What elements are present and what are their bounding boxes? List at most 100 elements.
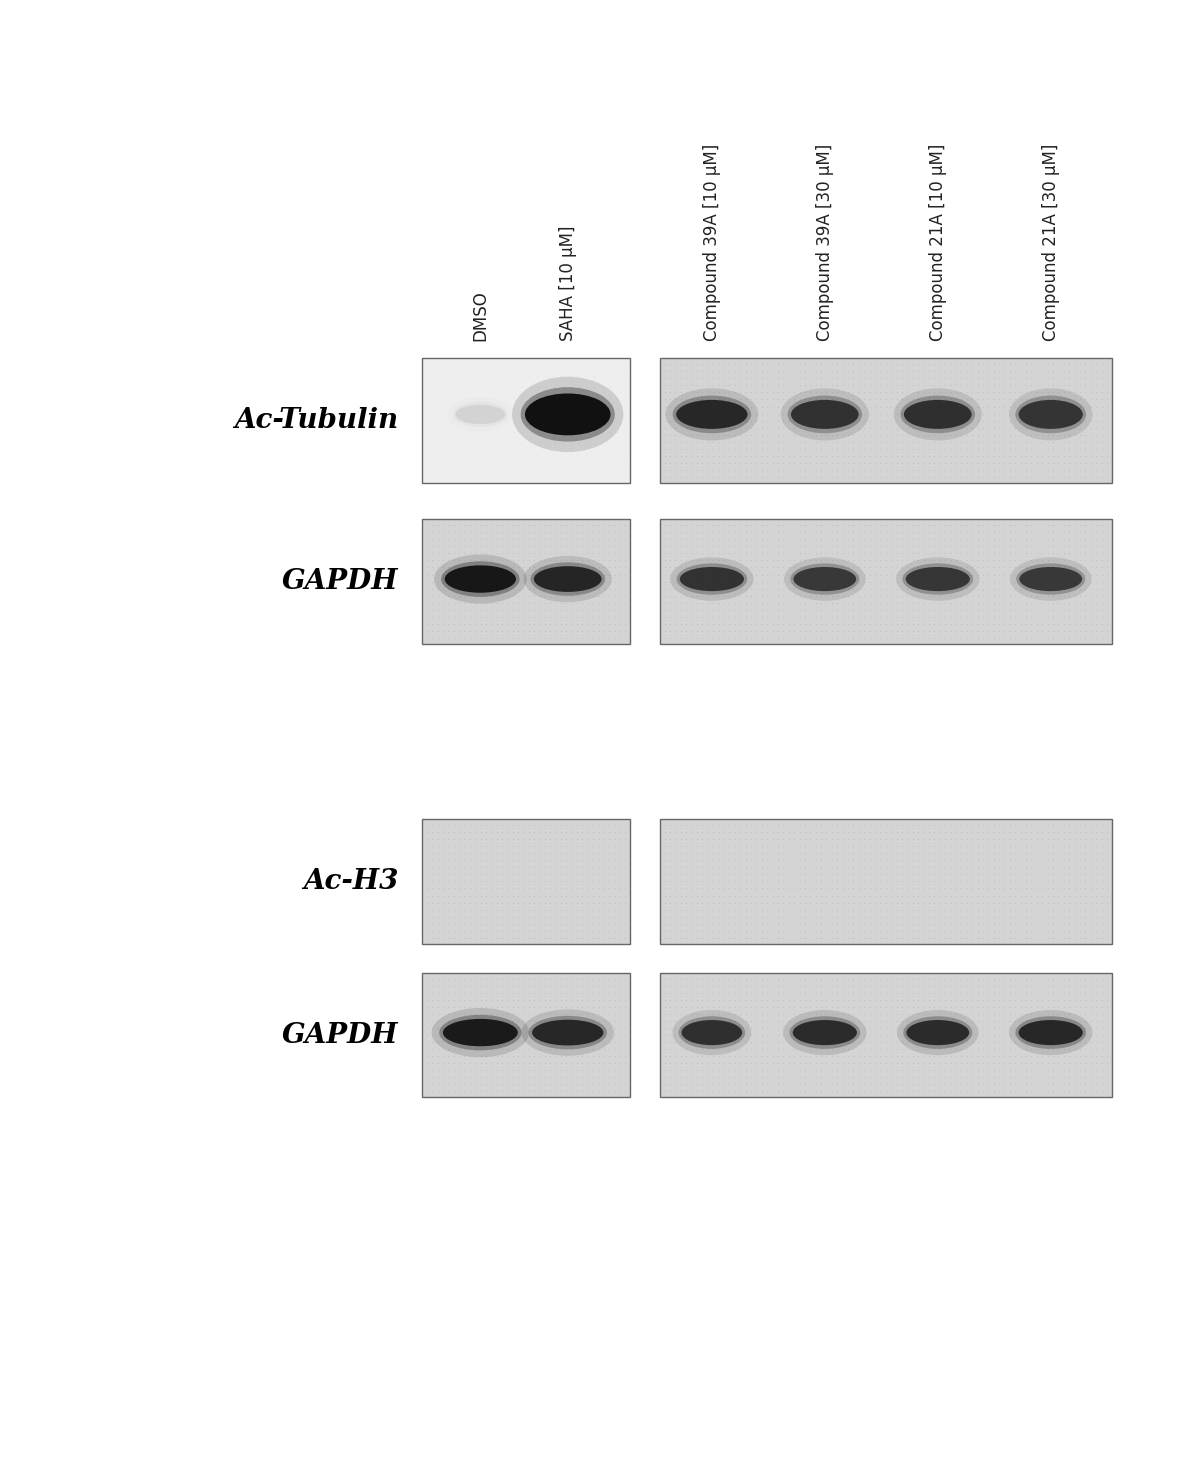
Point (589, 598, 608, 622)
Point (1044, 898, 1063, 922)
Point (677, 534, 696, 557)
Point (423, 1052, 442, 1075)
Point (757, 549, 776, 572)
Point (812, 556, 831, 579)
Point (1027, 569, 1046, 593)
Point (860, 813, 879, 837)
Point (930, 437, 949, 461)
Point (1033, 821, 1052, 844)
Point (768, 821, 787, 844)
Point (584, 1080, 603, 1103)
Point (995, 619, 1014, 642)
Point (940, 619, 960, 642)
Point (556, 528, 575, 552)
Point (876, 360, 895, 383)
Point (1033, 988, 1052, 1011)
Point (1059, 373, 1078, 396)
Point (1065, 1072, 1084, 1096)
Point (925, 619, 944, 642)
Point (823, 402, 842, 426)
Point (763, 598, 782, 622)
Point (655, 849, 674, 872)
Point (1011, 367, 1030, 391)
Point (439, 1009, 458, 1033)
Point (535, 876, 554, 900)
Point (487, 626, 507, 650)
Point (417, 841, 436, 865)
Point (524, 563, 543, 587)
Point (605, 926, 624, 949)
Point (946, 430, 965, 454)
Point (844, 367, 863, 391)
Point (666, 919, 685, 942)
Point (768, 626, 787, 650)
Point (661, 995, 680, 1018)
Point (789, 380, 809, 404)
Point (860, 373, 879, 396)
Point (449, 584, 468, 607)
Point (509, 974, 528, 998)
Point (849, 982, 868, 1005)
Point (753, 402, 772, 426)
Point (817, 1065, 836, 1088)
Point (725, 556, 744, 579)
Point (471, 967, 490, 990)
Point (898, 863, 917, 887)
Point (979, 884, 998, 907)
Point (1092, 1059, 1111, 1083)
Point (567, 906, 586, 929)
Point (823, 569, 842, 593)
Point (655, 619, 674, 642)
Point (812, 353, 831, 376)
Point (682, 367, 702, 391)
Point (672, 834, 691, 857)
Point (1097, 988, 1116, 1011)
Point (682, 898, 702, 922)
Point (556, 521, 575, 544)
Point (795, 995, 814, 1018)
Point (904, 1052, 923, 1075)
Point (594, 1002, 614, 1026)
Point (1092, 1037, 1111, 1061)
Point (946, 619, 965, 642)
Point (887, 534, 906, 557)
Point (1027, 465, 1046, 489)
Point (860, 967, 879, 990)
Point (524, 1024, 543, 1048)
Point (498, 1024, 517, 1048)
Point (904, 584, 923, 607)
Point (866, 1080, 885, 1103)
Point (785, 423, 804, 446)
Point (882, 380, 901, 404)
Point (952, 1065, 971, 1088)
Point (838, 451, 857, 474)
Point (898, 521, 917, 544)
Point (849, 563, 868, 587)
Point (698, 1059, 717, 1083)
Point (498, 534, 517, 557)
Point (1081, 1017, 1100, 1040)
Point (546, 576, 565, 600)
Point (1049, 619, 1068, 642)
Point (779, 353, 798, 376)
Point (605, 1045, 624, 1068)
Point (1017, 576, 1036, 600)
Point (423, 576, 442, 600)
Point (887, 563, 906, 587)
Point (529, 443, 548, 467)
Point (838, 619, 857, 642)
Point (763, 521, 782, 544)
Point (753, 606, 772, 629)
Point (466, 919, 485, 942)
Ellipse shape (442, 1018, 517, 1046)
Point (578, 849, 597, 872)
Point (785, 813, 804, 837)
Point (974, 813, 993, 837)
Point (828, 863, 847, 887)
Point (940, 528, 960, 552)
Point (779, 415, 798, 439)
Point (736, 891, 755, 914)
Point (605, 612, 624, 635)
Point (546, 982, 565, 1005)
Point (940, 1030, 960, 1053)
